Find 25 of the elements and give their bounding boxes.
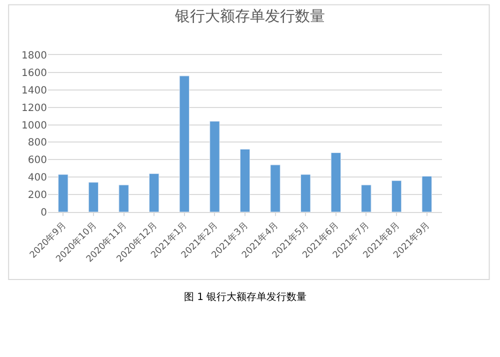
bar	[270, 164, 280, 212]
y-tick-label: 200	[28, 190, 47, 202]
y-tick-label: 0	[40, 208, 47, 218]
caption: 图 1 银行大额存单发行数量	[184, 291, 307, 303]
bar	[58, 174, 68, 212]
y-tick-label: 1600	[22, 68, 47, 79]
bar	[361, 184, 372, 212]
bar	[118, 184, 129, 212]
bar	[391, 180, 402, 212]
bar	[330, 152, 342, 212]
y-tick-label: 1000	[22, 120, 47, 132]
bar	[300, 174, 311, 212]
y-tick-label: 1800	[22, 50, 47, 62]
y-tick-label: 800	[28, 138, 47, 149]
y-tick-label: 600	[28, 155, 47, 166]
bar	[88, 182, 99, 212]
chart-title: 银行大额存单发行数量	[174, 7, 325, 26]
y-tick-label: 1200	[22, 102, 47, 114]
bar	[148, 173, 160, 212]
bar	[210, 121, 220, 212]
bar	[422, 176, 432, 212]
y-tick-label: 1400	[22, 85, 47, 96]
y-tick-label: 400	[28, 172, 47, 184]
bar	[179, 76, 190, 212]
bar	[240, 148, 250, 212]
